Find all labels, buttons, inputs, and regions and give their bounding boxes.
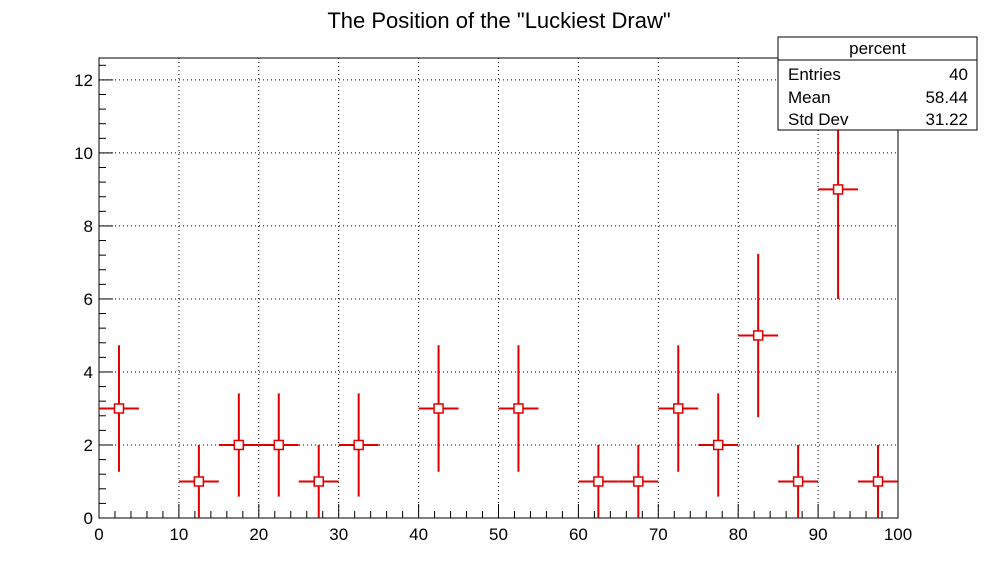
stats-label-mean: Mean [788, 88, 831, 107]
data-point [698, 393, 739, 497]
data-point [99, 345, 139, 472]
stats-label-entries: Entries [788, 65, 841, 84]
y-tick-label: 0 [84, 509, 93, 528]
y-tick-label: 8 [84, 217, 93, 236]
data-point [738, 253, 779, 418]
open-square-marker [792, 476, 804, 487]
data-point [858, 444, 898, 518]
open-square-marker [752, 330, 764, 341]
data-point [578, 444, 619, 518]
stats-value-entries: 40 [949, 65, 968, 84]
open-square-marker [353, 439, 364, 451]
stats-value-mean: 58.44 [925, 88, 968, 107]
open-square-marker [832, 184, 844, 195]
data-point [178, 444, 219, 518]
data-point [778, 444, 819, 518]
x-tick-label: 90 [809, 525, 828, 544]
data-series [99, 79, 898, 518]
data-point [338, 393, 379, 497]
x-tick-label: 60 [569, 525, 588, 544]
x-tick-label: 50 [489, 525, 508, 544]
data-point [258, 393, 299, 497]
open-square-marker [233, 439, 245, 451]
data-point [298, 444, 339, 518]
open-square-marker [313, 476, 324, 487]
x-tick-label: 70 [649, 525, 668, 544]
data-point [658, 345, 699, 472]
open-square-marker [113, 403, 125, 414]
y-tick-label: 4 [84, 363, 93, 382]
y-tick-label: 6 [84, 290, 93, 309]
open-square-marker [633, 476, 644, 487]
stats-box-title: percent [849, 39, 906, 58]
open-square-marker [872, 476, 884, 487]
open-square-marker [193, 476, 205, 487]
x-tick-label: 80 [729, 525, 748, 544]
axes: 0 10 20 30 40 50 60 70 80 90 100 0 2 4 6 8 10 12 [74, 57, 912, 544]
open-square-marker [433, 403, 444, 414]
data-point [498, 345, 539, 472]
x-tick-label: 40 [409, 525, 428, 544]
x-tick-label: 20 [249, 525, 268, 544]
stats-box: percent Entries 40 Mean 58.44 Std Dev 31… [777, 36, 978, 131]
open-square-marker [593, 476, 604, 487]
x-tick-label: 100 [884, 525, 912, 544]
stats-label-std-dev: Std Dev [788, 110, 849, 129]
x-tick-label: 0 [94, 525, 103, 544]
y-tick-label: 2 [84, 436, 93, 455]
x-tick-label: 30 [329, 525, 348, 544]
stats-value-std-dev: 31.22 [925, 110, 968, 129]
data-point [618, 444, 659, 518]
chart-title: The Position of the "Luckiest Draw" [327, 8, 670, 33]
y-tick-label: 12 [74, 71, 93, 90]
grid [99, 58, 898, 518]
x-tick-label: 10 [169, 525, 188, 544]
open-square-marker [712, 439, 724, 451]
open-square-marker [513, 403, 524, 414]
data-point [218, 393, 259, 497]
data-point [418, 345, 459, 472]
y-tick-label: 10 [74, 144, 93, 163]
open-square-marker [673, 403, 684, 414]
open-square-marker [273, 439, 285, 451]
